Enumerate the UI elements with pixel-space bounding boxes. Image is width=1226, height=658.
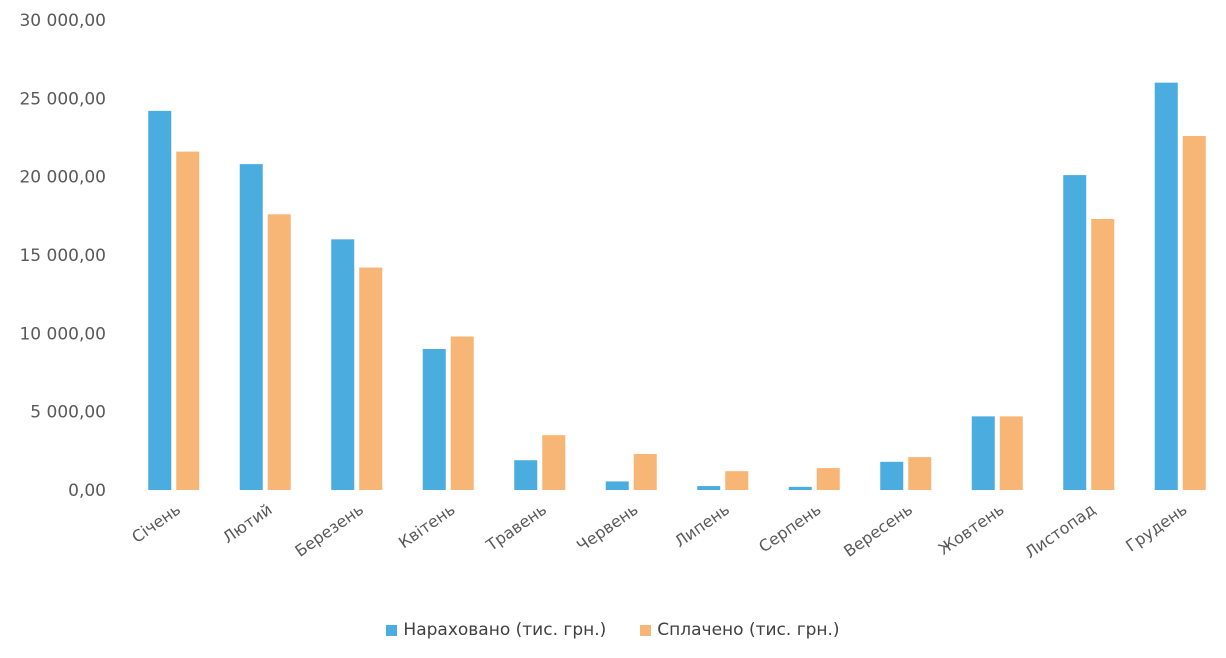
bar-accrued-2	[239, 164, 263, 490]
x-category-label: Червень	[573, 500, 641, 556]
bar-paid-12	[1182, 135, 1206, 490]
y-tick-label: 30 000,00	[19, 11, 106, 31]
y-tick-label: 5 000,00	[30, 403, 106, 423]
x-category-label: Березень	[291, 500, 367, 561]
x-category-label: Серпень	[755, 500, 824, 557]
bar-accrued-11	[1063, 175, 1087, 490]
x-category-label: Листопад	[1021, 500, 1099, 562]
x-category-label: Вересень	[840, 500, 916, 561]
bar-accrued-6	[605, 481, 629, 490]
legend-swatch-paid	[640, 624, 652, 636]
legend-label-accrued: Нараховано (тис. грн.)	[403, 620, 607, 640]
bar-paid-6	[633, 453, 657, 490]
bar-paid-2	[267, 214, 291, 490]
y-tick-label: 25 000,00	[19, 89, 106, 109]
y-tick-label: 15 000,00	[19, 246, 106, 266]
bars-group	[148, 82, 1206, 491]
x-category-label: Лютий	[219, 500, 275, 547]
bar-paid-11	[1091, 218, 1115, 490]
bar-accrued-1	[148, 110, 172, 490]
legend-label-paid: Сплачено (тис. грн.)	[657, 620, 840, 640]
bar-accrued-10	[971, 416, 995, 490]
bar-paid-5	[542, 435, 566, 490]
x-category-label: Січень	[128, 500, 184, 547]
y-axis: 0,00 5 000,00 10 000,00 15 000,00 20 000,00 2…	[19, 11, 106, 501]
y-tick-label: 10 000,00	[19, 324, 106, 344]
bar-paid-3	[359, 267, 383, 490]
x-category-label: Квітень	[395, 500, 459, 552]
bar-paid-7	[725, 471, 749, 490]
bar-accrued-5	[514, 460, 538, 490]
bar-accrued-8	[788, 486, 812, 490]
x-category-label: Липень	[671, 500, 733, 551]
x-category-label: Грудень	[1122, 500, 1190, 556]
bar-accrued-9	[880, 461, 904, 490]
x-category-label: Травень	[482, 500, 550, 556]
bar-accrued-12	[1154, 82, 1178, 491]
bar-paid-4	[450, 336, 474, 490]
bar-paid-10	[999, 416, 1023, 490]
bar-accrued-7	[697, 486, 721, 490]
legend-item-accrued: Нараховано (тис. грн.)	[386, 620, 606, 640]
bar-paid-1	[176, 151, 200, 490]
y-tick-label: 0,00	[68, 481, 106, 501]
legend-item-paid: Сплачено (тис. грн.)	[640, 620, 840, 640]
bar-paid-9	[908, 457, 932, 490]
bar-accrued-3	[331, 239, 355, 490]
bar-paid-8	[816, 468, 840, 490]
legend-swatch-accrued	[386, 624, 398, 636]
legend: Нараховано (тис. грн.) Сплачено (тис. гр…	[0, 620, 1226, 640]
y-tick-label: 20 000,00	[19, 168, 106, 188]
x-category-label: Жовтень	[935, 500, 1008, 559]
x-axis: Січень Лютий Березень Квітень Травень Червень…	[128, 500, 1190, 562]
bar-accrued-4	[422, 349, 446, 490]
